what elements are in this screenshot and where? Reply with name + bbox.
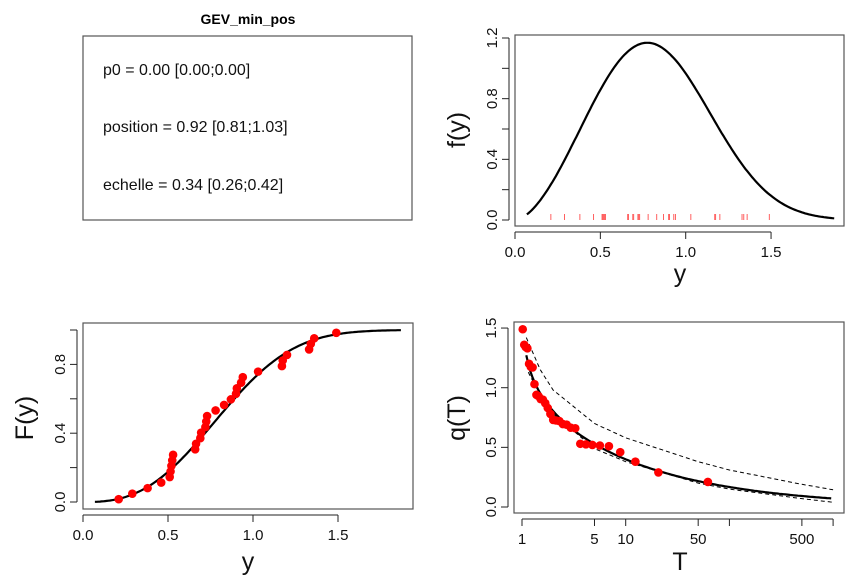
data-points [114,328,341,504]
data-point [631,457,640,466]
data-point [253,367,263,376]
data-point [128,489,137,498]
data-point [219,400,229,410]
x-tick-label: 500 [789,531,814,548]
x-tick-label: 0.0 [505,244,526,261]
lower-confidence-band [527,371,834,503]
x-axis-label: T [672,548,687,576]
data-points [518,324,713,487]
x-tick-label: 0.5 [590,244,611,261]
x-tick-label: 1.0 [243,527,264,544]
data-point [595,441,605,450]
data-point [575,439,585,449]
data-point [332,328,341,338]
y-tick-label: 0.0 [483,497,500,518]
y-axis: 0.0 0.4 0.8 [52,329,78,513]
cdf-panel: 0.0 0.5 1.0 1.5 0.0 0.4 0.8 y F(y) [11,322,414,576]
data-point [518,324,528,334]
data-point [168,450,178,460]
x-tick-label: 1 [518,531,526,548]
return-level-curve [525,355,832,500]
data-point [238,372,248,382]
y-tick-label: 0.4 [484,149,501,170]
data-point [703,477,713,487]
param-position: position = 0.92 [0.81;1.03] [103,119,288,136]
x-tick-label: 1.5 [761,244,782,261]
y-tick-label: 0.8 [52,354,69,375]
data-point [282,350,292,360]
data-point [156,478,166,487]
x-tick-label: 0.0 [73,527,94,544]
data-point [532,390,541,400]
param-p0: p0 = 0.00 [0.00;0.00] [103,62,250,79]
x-axis: 0.0 0.5 1.0 1.5 [505,231,782,261]
x-axis: 1 5 10 50 500 [518,518,834,548]
data-point [114,494,123,504]
y-axis-label: f(y) [443,112,471,148]
data-point [654,468,663,477]
density-curve [526,41,835,220]
y-axis: 0.0 0.4 0.8 1.2 [484,28,510,231]
return-level-panel: 1 5 10 50 500 0.0 0.5 1.0 1.5 T q(T) [443,318,845,576]
y-axis: 0.0 0.5 1.0 1.5 [483,318,509,518]
y-tick-label: 1.5 [483,318,500,339]
y-tick-label: 0.0 [484,210,501,231]
x-tick-label: 0.5 [158,527,179,544]
y-tick-label: 0.8 [484,88,501,109]
plot-frame [82,322,414,510]
data-point [202,411,212,421]
data-point [226,395,236,404]
x-axis-label: y [674,260,687,288]
x-axis: 0.0 0.5 1.0 1.5 [73,514,349,544]
panel-title: GEV_min_pos [201,11,296,27]
y-tick-label: 0.0 [52,492,69,513]
y-tick-label: 0.5 [483,437,500,458]
y-axis-label: q(T) [443,395,471,441]
plot-frame [514,34,845,227]
x-axis-label: y [242,548,255,576]
data-point [519,340,529,350]
density-panel: 0.0 0.5 1.0 1.5 0.0 0.4 0.8 1.2 y f(y) [443,28,845,288]
param-echelle: echelle = 0.34 [0.26;0.42] [103,177,283,194]
data-point [309,334,319,343]
y-tick-label: 1.2 [484,28,501,49]
y-tick-label: 0.4 [52,423,69,444]
x-tick-label: 1.0 [675,244,696,261]
data-point [604,441,614,451]
data-point [143,483,152,493]
y-axis-label: F(y) [11,396,39,440]
x-tick-label: 5 [590,531,598,548]
parameter-box [82,35,413,221]
cdf-curve [94,329,401,503]
rug-marks [550,214,770,220]
parameter-panel: GEV_min_pos p0 = 0.00 [0.00;0.00] positi… [82,11,413,221]
x-tick-label: 10 [617,531,634,548]
y-tick-label: 1.0 [483,377,500,398]
plot-frame [513,321,845,514]
data-point [588,440,597,450]
x-tick-label: 50 [690,531,707,548]
data-point [615,447,625,457]
data-point [524,359,534,369]
data-point [530,379,539,389]
data-point [211,406,220,415]
x-tick-label: 1.5 [328,527,349,544]
upper-confidence-band [525,337,834,491]
